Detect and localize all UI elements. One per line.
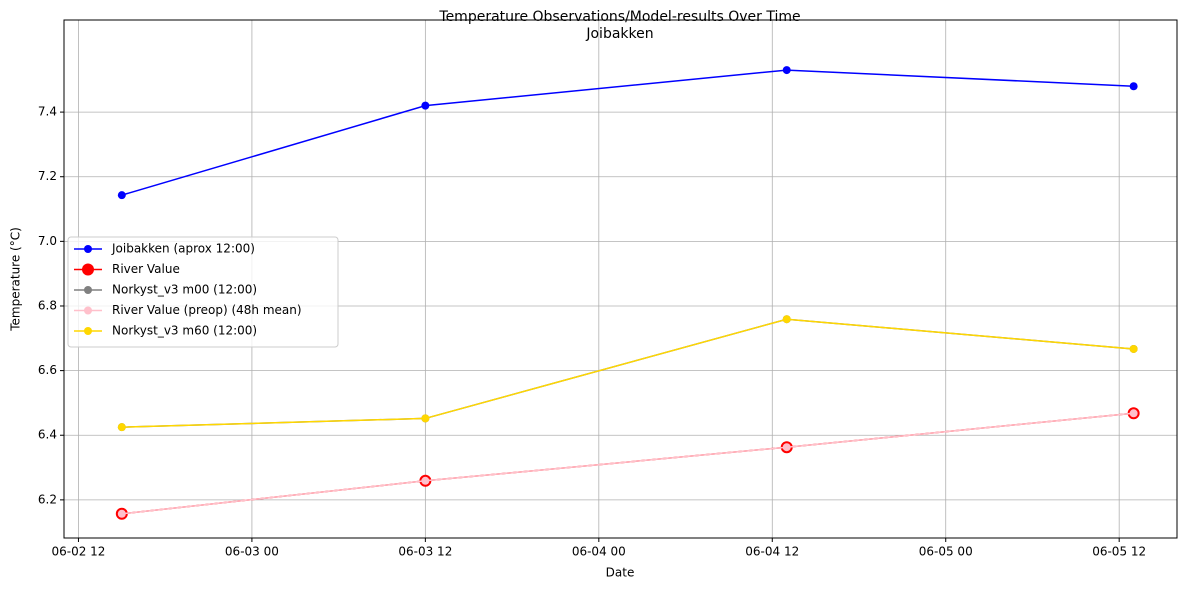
chart-title: Temperature Observations/Model-results O… — [438, 9, 800, 25]
legend-marker — [84, 245, 92, 253]
data-point — [117, 509, 126, 518]
data-point — [1129, 82, 1138, 91]
y-tick-label: 7.4 — [38, 105, 57, 119]
y-tick-label: 6.6 — [38, 363, 57, 377]
plot-frame — [63, 19, 1178, 539]
legend-box — [67, 236, 339, 348]
x-tick-label: 06-03 00 — [225, 545, 279, 559]
x-axis-label: Date — [606, 566, 635, 580]
data-point — [782, 443, 791, 452]
data-point — [782, 66, 791, 75]
x-tick-label: 06-02 12 — [51, 545, 105, 559]
legend-marker — [82, 263, 94, 276]
y-tick-label: 7.2 — [38, 169, 57, 183]
legend-marker — [84, 327, 92, 335]
data-point — [1129, 344, 1138, 353]
legend-label: River Value — [112, 262, 180, 276]
y-tick-label: 6.4 — [38, 428, 57, 442]
x-tick-label: 06-04 12 — [745, 545, 799, 559]
y-tick-label: 6.8 — [38, 298, 57, 312]
data-point — [421, 476, 430, 485]
series-line — [121, 412, 1134, 515]
data-point — [1129, 409, 1138, 418]
legend-marker — [84, 286, 92, 294]
data-point — [117, 423, 126, 432]
x-tick-label: 06-04 00 — [572, 545, 626, 559]
x-tick-label: 06-03 12 — [398, 545, 452, 559]
x-tick-label: 06-05 12 — [1092, 545, 1146, 559]
x-tick-label: 06-05 00 — [919, 545, 973, 559]
legend-label: Norkyst_v3 m00 (12:00) — [112, 283, 257, 297]
legend-label: Joibakken (aprox 12:00) — [111, 242, 255, 256]
y-tick-label: 7.0 — [38, 234, 57, 248]
data-point — [117, 191, 126, 200]
legend-label: Norkyst_v3 m60 (12:00) — [112, 324, 257, 338]
y-tick-label: 6.2 — [38, 492, 57, 506]
data-point — [782, 315, 791, 324]
legend-marker — [84, 306, 92, 315]
data-point — [421, 414, 430, 423]
series-line — [121, 69, 1134, 196]
y-axis-label: Temperature (°C) — [9, 227, 23, 332]
legend-label: River Value (preop) (48h mean) — [112, 303, 302, 317]
chart-subtitle: Joibakken — [585, 26, 653, 42]
series-line — [121, 318, 1134, 428]
data-point — [421, 101, 430, 110]
